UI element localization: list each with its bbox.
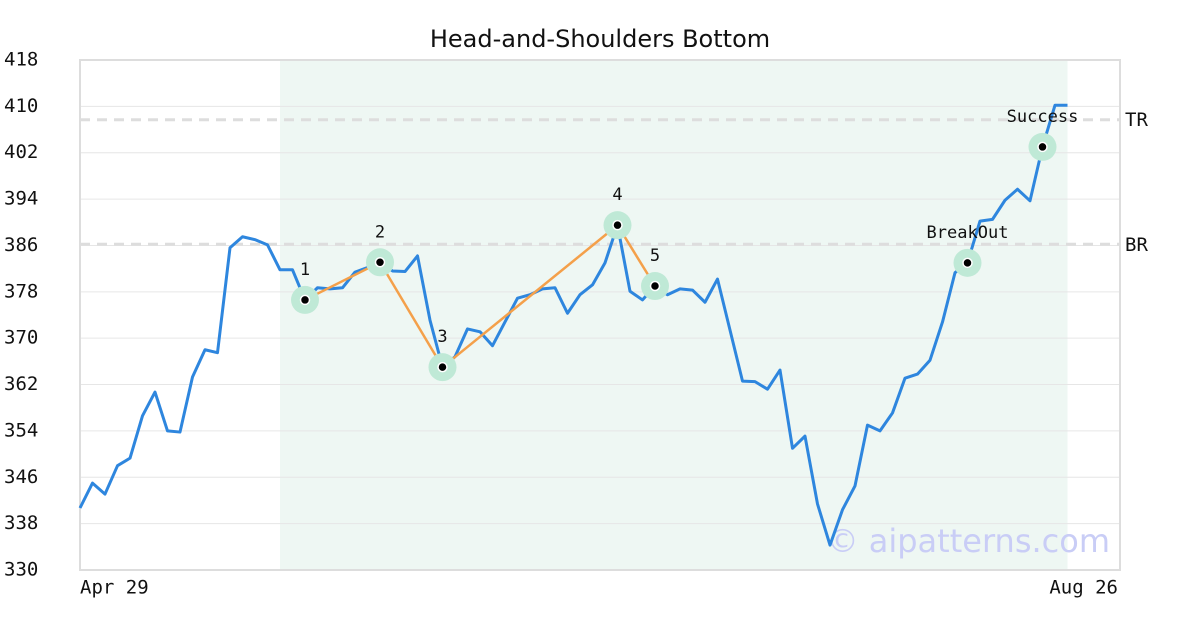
marker-dot [374,257,386,268]
y-tick-label: 394 [4,188,38,210]
y-tick-label: 362 [4,373,38,395]
marker-dot [962,257,973,269]
x-tick-label: Apr 29 [80,577,149,599]
reference-label: TR [1125,109,1148,131]
reference-label: BR [1125,234,1148,256]
marker-label: 3 [437,327,447,347]
y-tick-label: 418 [4,49,38,71]
marker-dot [612,219,623,231]
marker-label: 1 [300,260,310,280]
chart-title: Head-and-Shoulders Bottom [430,25,770,53]
y-tick-label: 338 [4,512,38,534]
y-tick-label: 386 [4,234,38,256]
marker-label: Success [1007,107,1079,127]
marker-dot [1037,141,1048,153]
marker-dot [299,294,311,306]
watermark: © aipatterns.com [827,522,1110,560]
pattern-region [280,60,1068,570]
y-tick-label: 378 [4,280,38,302]
y-tick-label: 346 [4,466,38,488]
x-tick-label: Aug 26 [1049,577,1118,599]
plot-frame [79,59,1121,571]
y-tick-label: 370 [4,327,38,349]
marker-label: 5 [650,246,660,266]
marker-dot [649,280,661,292]
marker-label: 4 [612,185,622,205]
marker-label: 2 [375,222,385,242]
y-tick-label: 402 [4,141,38,163]
price-line [78,103,1068,547]
y-tick-label: 330 [4,559,38,581]
marker-dot [437,361,448,373]
y-tick-label: 354 [4,419,38,441]
marker-label: BreakOut [927,223,1009,243]
y-tick-label: 410 [4,95,38,117]
